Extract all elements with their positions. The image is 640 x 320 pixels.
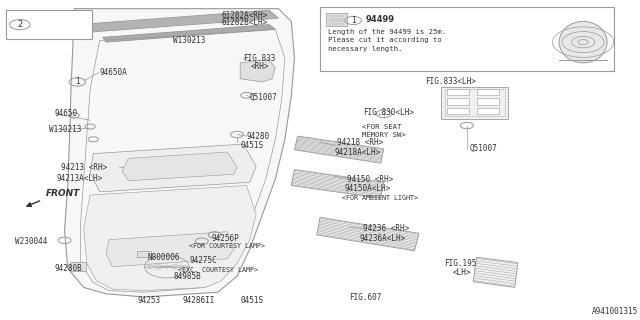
Polygon shape (291, 170, 384, 198)
Text: FIG.830<LH>: FIG.830<LH> (364, 108, 414, 117)
Polygon shape (122, 152, 237, 181)
FancyBboxPatch shape (477, 89, 499, 95)
Text: FIG.833: FIG.833 (243, 53, 276, 62)
Text: 94253: 94253 (138, 296, 161, 305)
Polygon shape (84, 186, 256, 291)
Text: N800006: N800006 (148, 253, 180, 262)
Text: 94499: 94499 (366, 15, 395, 24)
Text: 94236A<LH>: 94236A<LH> (360, 234, 406, 243)
FancyBboxPatch shape (6, 10, 92, 39)
FancyBboxPatch shape (477, 98, 499, 105)
Text: 94218A<LH>: 94218A<LH> (334, 148, 380, 156)
Text: <RH>: <RH> (251, 61, 269, 70)
Text: W130213: W130213 (173, 36, 205, 45)
Polygon shape (294, 136, 384, 163)
Text: 61282A<RH>: 61282A<RH> (221, 11, 268, 20)
Text: FIG.833<LH>: FIG.833<LH> (426, 77, 476, 86)
Text: 94236 <RH>: 94236 <RH> (364, 224, 410, 233)
Text: 84985B: 84985B (173, 272, 201, 281)
Polygon shape (90, 144, 256, 192)
FancyBboxPatch shape (326, 13, 348, 26)
FancyBboxPatch shape (447, 98, 469, 105)
Text: 84920A: 84920A (40, 20, 74, 29)
Polygon shape (103, 25, 275, 42)
Text: FIG.195: FIG.195 (445, 259, 477, 268)
FancyBboxPatch shape (442, 87, 508, 119)
Text: 1: 1 (75, 77, 80, 86)
Text: 0451S: 0451S (240, 296, 263, 305)
FancyBboxPatch shape (320, 7, 614, 71)
Text: 94256P: 94256P (211, 234, 239, 243)
FancyBboxPatch shape (70, 262, 86, 270)
FancyBboxPatch shape (447, 89, 469, 95)
Text: 94150A<LH>: 94150A<LH> (344, 184, 390, 193)
Text: 94650: 94650 (55, 109, 78, 118)
Polygon shape (473, 257, 518, 287)
Text: 94280: 94280 (246, 132, 269, 140)
FancyBboxPatch shape (137, 251, 151, 257)
Text: 94286II: 94286II (182, 296, 215, 305)
Text: <FOR COURTESY LAMP>: <FOR COURTESY LAMP> (189, 243, 265, 249)
Text: MEMORY SW>: MEMORY SW> (362, 132, 405, 138)
Text: 94213A<LH>: 94213A<LH> (57, 174, 103, 183)
Polygon shape (65, 9, 294, 297)
Text: 2: 2 (17, 20, 22, 29)
Text: 94213 <RH>: 94213 <RH> (61, 164, 108, 172)
Text: W230044: W230044 (15, 237, 47, 246)
Text: FIG.607: FIG.607 (349, 292, 381, 301)
Text: <FOR SEAT: <FOR SEAT (362, 124, 401, 130)
Text: 94650A: 94650A (100, 68, 127, 77)
Text: 0451S: 0451S (240, 141, 263, 150)
FancyBboxPatch shape (447, 108, 469, 114)
Text: 94275C: 94275C (189, 256, 217, 265)
Text: 61282B<LH>: 61282B<LH> (221, 19, 268, 28)
Text: 1: 1 (351, 16, 356, 25)
Ellipse shape (559, 21, 607, 63)
Text: 94150 <RH>: 94150 <RH> (348, 175, 394, 184)
Polygon shape (106, 232, 234, 267)
FancyBboxPatch shape (477, 108, 499, 114)
Text: Length of the 94499 is 25m.
Please cut it according to
necessary length.: Length of the 94499 is 25m. Please cut i… (328, 29, 446, 52)
Text: <FOR AMBIENT LIGHT>: <FOR AMBIENT LIGHT> (342, 195, 419, 201)
Text: 94218 <RH>: 94218 <RH> (337, 138, 383, 147)
Polygon shape (240, 60, 275, 82)
Text: 94280B: 94280B (55, 264, 83, 273)
Text: Q51007: Q51007 (470, 144, 498, 153)
Text: <LH>: <LH> (453, 268, 471, 277)
Text: A941001315: A941001315 (592, 307, 638, 316)
Text: W130213: W130213 (49, 125, 81, 134)
Polygon shape (317, 217, 419, 251)
Text: FRONT: FRONT (45, 189, 79, 198)
Text: <EXC. COURTESY LAMP>: <EXC. COURTESY LAMP> (178, 267, 258, 273)
Text: Q51007: Q51007 (250, 93, 278, 102)
Polygon shape (77, 10, 278, 33)
